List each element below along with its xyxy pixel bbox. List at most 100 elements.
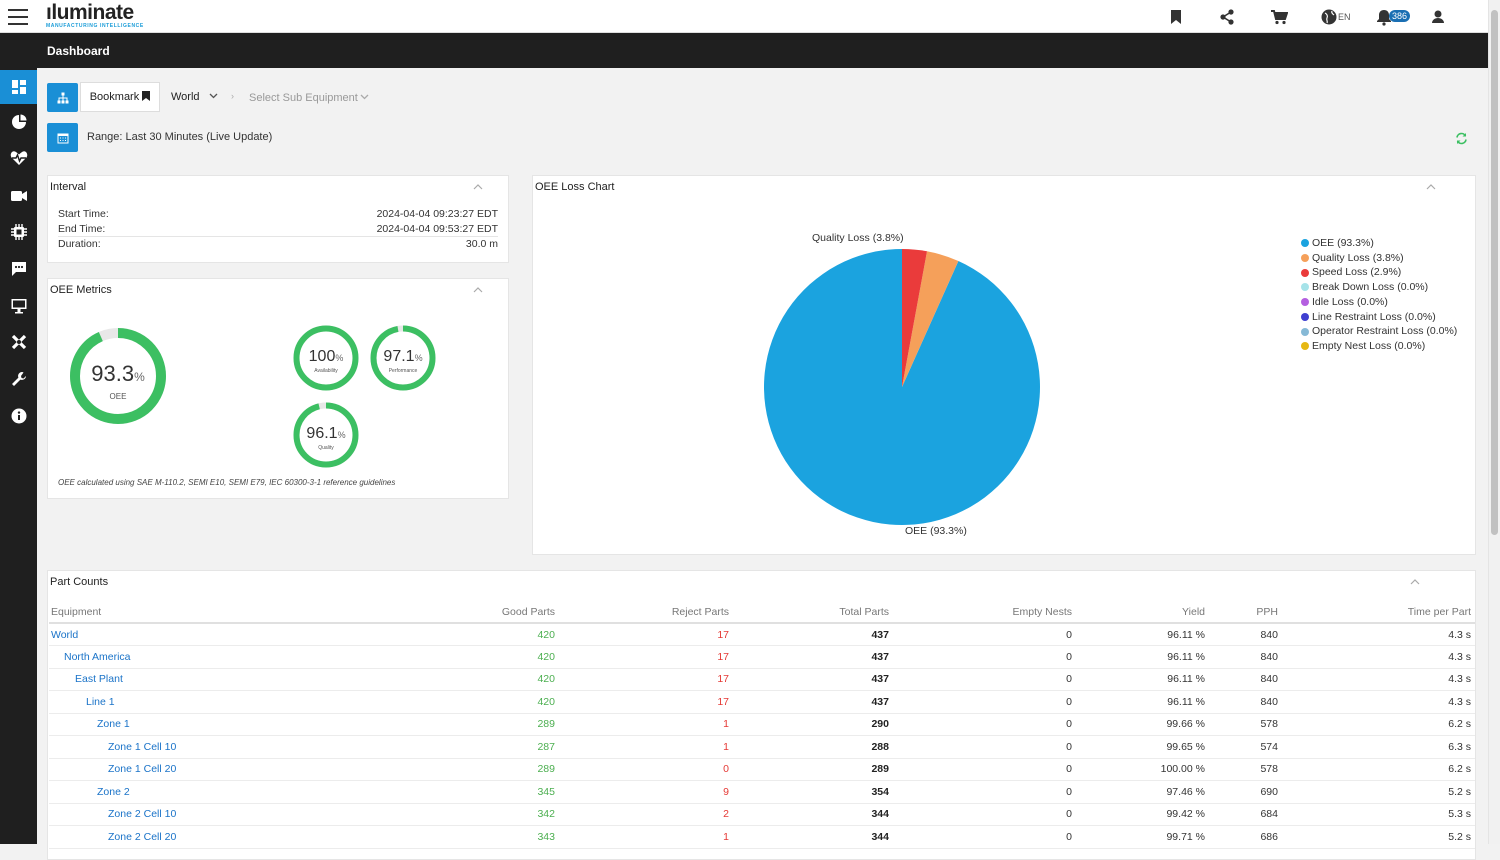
- gauges: [70, 325, 436, 468]
- chevron-down-icon[interactable]: [209, 93, 218, 99]
- legend-label: Quality Loss (3.8%): [1312, 251, 1404, 264]
- cell-tpp: 6.3 s: [1282, 735, 1475, 759]
- equipment-link[interactable]: East Plant: [49, 668, 269, 691]
- legend-item[interactable]: Line Restraint Loss (0.0%): [1301, 310, 1457, 325]
- column-header[interactable]: PPH: [1209, 601, 1282, 624]
- cell-good: 420: [269, 690, 559, 714]
- chat-icon[interactable]: [0, 252, 37, 286]
- hamburger-menu-icon[interactable]: [8, 9, 28, 25]
- oee-gauge-label: OEE: [109, 392, 127, 401]
- scrollbar-thumb[interactable]: [1491, 10, 1498, 535]
- cell-good: 420: [269, 623, 559, 646]
- legend-item[interactable]: Quality Loss (3.8%): [1301, 251, 1457, 266]
- title-bar: Dashboard: [0, 33, 1488, 68]
- duration-label: Duration:: [58, 238, 101, 250]
- cell-pph: 574: [1209, 735, 1282, 759]
- info-icon[interactable]: [0, 399, 37, 433]
- chip-icon[interactable]: [0, 215, 37, 249]
- cell-total: 437: [733, 690, 893, 714]
- cell-reject: 2: [559, 803, 733, 826]
- legend-swatch: [1301, 254, 1309, 263]
- equipment-link[interactable]: Zone 2 Cell 10: [49, 803, 269, 826]
- hierarchy-button[interactable]: [47, 83, 78, 112]
- table-row[interactable]: World 420 17 437 0 96.11 % 840 4.3 s: [49, 623, 1475, 646]
- cell-total: 289: [733, 758, 893, 781]
- table-row[interactable]: Zone 2 Cell 20 343 1 344 0 99.71 % 686 5.2 s: [49, 825, 1475, 849]
- pie-slice-1[interactable]: [902, 251, 959, 387]
- equipment-link[interactable]: Line 1: [49, 690, 269, 714]
- refresh-icon[interactable]: [1455, 132, 1468, 145]
- tools-icon[interactable]: [0, 325, 37, 359]
- table-row[interactable]: North America 420 17 437 0 96.11 % 840 4.3 s: [49, 645, 1475, 669]
- equipment-link[interactable]: World: [49, 623, 269, 646]
- chevron-up-icon[interactable]: [1410, 574, 1420, 585]
- logo[interactable]: ıluminate MANUFACTURING INTELLIGENCE: [46, 2, 144, 29]
- cart-icon[interactable]: [1270, 8, 1288, 26]
- legend-item[interactable]: Speed Loss (2.9%): [1301, 265, 1457, 280]
- bookmark-icon[interactable]: [1167, 8, 1185, 26]
- legend-item[interactable]: Empty Nest Loss (0.0%): [1301, 339, 1457, 354]
- equipment-link[interactable]: Zone 1 Cell 10: [49, 735, 269, 759]
- legend-item[interactable]: Idle Loss (0.0%): [1301, 295, 1457, 310]
- sub-equipment-dropdown[interactable]: Select Sub Equipment: [249, 92, 358, 104]
- table-row[interactable]: Zone 1 289 1 290 0 99.66 % 578 6.2 s: [49, 713, 1475, 736]
- pie-slice-2[interactable]: [902, 249, 928, 387]
- cell-total: 290: [733, 713, 893, 736]
- chevron-up-icon[interactable]: [473, 282, 483, 293]
- quality-gauge-value: 96.1%: [306, 425, 346, 442]
- bell-icon[interactable]: [1375, 8, 1393, 26]
- cell-yield: 99.71 %: [1076, 825, 1209, 849]
- equipment-link[interactable]: Zone 2: [49, 780, 269, 804]
- cell-total: 344: [733, 825, 893, 849]
- oee-footnote: OEE calculated using SAE M-110.2, SEMI E…: [58, 478, 396, 487]
- cell-yield: 96.11 %: [1076, 690, 1209, 714]
- legend-item[interactable]: Break Down Loss (0.0%): [1301, 280, 1457, 295]
- language-label[interactable]: EN: [1338, 12, 1351, 22]
- pie-chart-icon[interactable]: [0, 105, 37, 139]
- legend-item[interactable]: OEE (93.3%): [1301, 236, 1457, 251]
- chevron-up-icon[interactable]: [1426, 179, 1436, 190]
- cell-reject: 17: [559, 690, 733, 714]
- column-header[interactable]: Total Parts: [733, 601, 893, 624]
- cell-reject: 17: [559, 645, 733, 669]
- heartbeat-icon[interactable]: [0, 141, 37, 175]
- globe-icon[interactable]: [1320, 8, 1338, 26]
- share-icon[interactable]: [1218, 8, 1236, 26]
- range-label: Range: Last 30 Minutes (Live Update): [87, 131, 273, 143]
- equipment-link[interactable]: North America: [49, 645, 269, 669]
- legend-label: Line Restraint Loss (0.0%): [1312, 310, 1436, 323]
- breadcrumb-separator: ›: [231, 91, 234, 101]
- video-camera-icon[interactable]: [0, 179, 37, 213]
- chevron-down-icon[interactable]: [360, 94, 369, 100]
- equipment-dropdown[interactable]: World: [171, 91, 200, 103]
- dashboard-icon[interactable]: [0, 70, 37, 104]
- monitor-icon[interactable]: [0, 289, 37, 323]
- equipment-link[interactable]: Zone 1 Cell 20: [49, 758, 269, 781]
- cell-tpp: 4.3 s: [1282, 690, 1475, 714]
- scrollbar[interactable]: [1488, 0, 1500, 844]
- table-row[interactable]: Zone 1 Cell 10 287 1 288 0 99.65 % 574 6.3 s: [49, 735, 1475, 759]
- table-row[interactable]: East Plant 420 17 437 0 96.11 % 840 4.3 s: [49, 668, 1475, 691]
- legend-item[interactable]: Operator Restraint Loss (0.0%): [1301, 324, 1457, 339]
- column-header[interactable]: Reject Parts: [559, 601, 733, 624]
- date-range-button[interactable]: [47, 123, 78, 152]
- equipment-link[interactable]: Zone 1: [49, 713, 269, 736]
- column-header[interactable]: Yield: [1076, 601, 1209, 624]
- wrench-icon[interactable]: [0, 362, 37, 396]
- chevron-up-icon[interactable]: [473, 179, 483, 190]
- table-row[interactable]: Zone 1 Cell 20 289 0 289 0 100.00 % 578 6.2 s: [49, 758, 1475, 781]
- equipment-link[interactable]: Zone 2 Cell 20: [49, 825, 269, 849]
- table-row[interactable]: Zone 2 Cell 10 342 2 344 0 99.42 % 684 5.3 s: [49, 803, 1475, 826]
- cell-good: 289: [269, 758, 559, 781]
- column-header[interactable]: Good Parts: [269, 601, 559, 624]
- column-header[interactable]: Empty Nests: [893, 601, 1076, 624]
- legend-label: Speed Loss (2.9%): [1312, 266, 1402, 279]
- table-row[interactable]: Line 1 420 17 437 0 96.11 % 840 4.3 s: [49, 690, 1475, 714]
- column-header[interactable]: Equipment: [49, 601, 269, 624]
- user-icon[interactable]: [1429, 8, 1447, 26]
- cell-total: 354: [733, 780, 893, 804]
- bookmark-button[interactable]: Bookmark: [80, 82, 160, 112]
- column-header[interactable]: Time per Part: [1282, 601, 1475, 624]
- table-row[interactable]: Zone 2 345 9 354 0 97.46 % 690 5.2 s: [49, 780, 1475, 804]
- card-title: OEE Metrics: [50, 284, 112, 296]
